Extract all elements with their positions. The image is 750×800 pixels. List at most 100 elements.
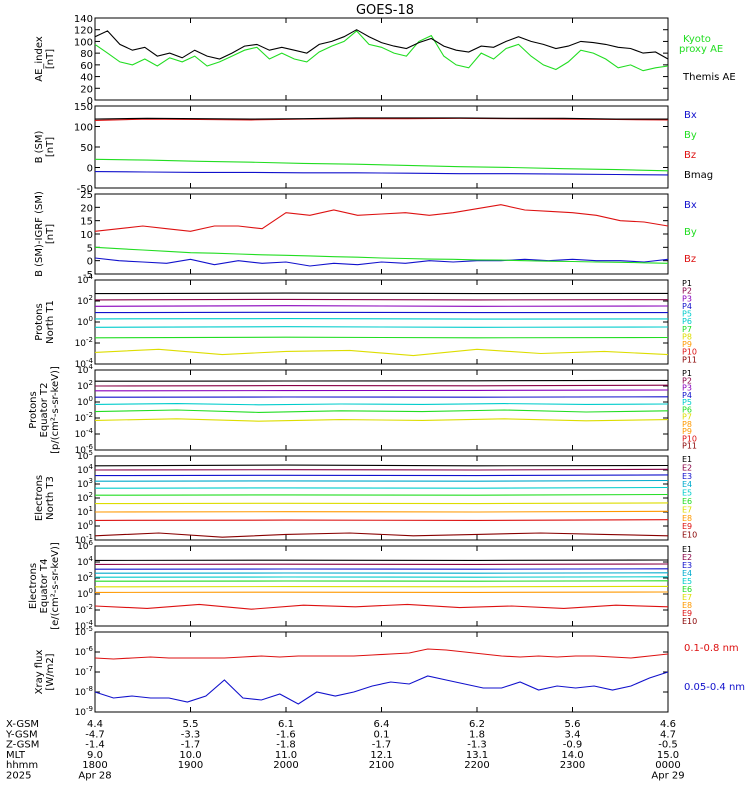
- y-tick-label: 10-4: [75, 427, 94, 440]
- y-axis-label: Electrons: [28, 563, 39, 609]
- y-axis-label: Xray flux: [34, 650, 45, 695]
- y-tick-label: 10-6: [75, 645, 94, 658]
- legend-entry: P11: [682, 355, 697, 364]
- legend-entry: P6: [682, 317, 692, 326]
- series-line-Bx: [94, 257, 669, 267]
- ephem-value: 0.1: [374, 729, 390, 740]
- y-tick-label: 10-2: [75, 603, 93, 616]
- ephem-value: 10.0: [179, 750, 201, 761]
- ephem-value: -0.5: [658, 740, 678, 751]
- ephem-value: 2000: [273, 760, 298, 771]
- series-line-P5: [94, 318, 669, 320]
- y-tick-label: 15: [80, 217, 93, 228]
- legend-entry: E9: [682, 609, 692, 618]
- legend-entry: E2: [682, 553, 692, 562]
- panel-e2: 10-4 10-2 100 102 104 106 Electrons Equator T4[…: [28, 539, 697, 632]
- y-tick-label: 10-6: [75, 443, 94, 456]
- y-tick-label: 150: [74, 102, 93, 113]
- series-line-Bx: [94, 171, 669, 176]
- series-line-Bz: [94, 117, 669, 121]
- series-line-Kyoto-proxy-AE: [94, 30, 669, 72]
- series-line-P5: [94, 403, 669, 406]
- series-line-P7: [94, 336, 669, 339]
- y-tick-label: 102: [77, 491, 93, 504]
- y-tick-label: 104: [77, 555, 93, 568]
- y-tick-label: 10-5: [75, 625, 93, 638]
- y-tick-label: 10-2: [75, 336, 93, 349]
- series-line-By: [94, 158, 669, 172]
- legend-entry: E3: [682, 472, 692, 481]
- y-tick-label: 140: [74, 14, 93, 25]
- panel-frame: [94, 545, 669, 627]
- legend-entry: E1: [682, 545, 692, 554]
- legend-entry: E10: [682, 531, 697, 540]
- series-line-E2: [94, 468, 669, 471]
- series-line-E6: [94, 493, 669, 496]
- y-tick-label: 10-8: [75, 685, 93, 698]
- legend-entry: E4: [682, 569, 692, 578]
- ephem-value: -1.4: [85, 740, 105, 751]
- series-line-Themis-AE: [94, 29, 669, 60]
- ephem-value: -4.7: [85, 729, 105, 740]
- y-axis-label: AE_index: [34, 36, 45, 82]
- ephem-value: 9.0: [87, 750, 103, 761]
- series-line-E3: [94, 474, 669, 477]
- ephem-row-label: Z-GSM: [6, 740, 39, 751]
- y-tick-label: 20: [80, 84, 93, 95]
- y-tick-label: 5: [87, 243, 93, 254]
- y-axis-label: [nT]: [45, 224, 56, 244]
- series-line-E4: [94, 479, 669, 482]
- y-tick-label: 0: [87, 257, 93, 268]
- legend-xray-long: 0.1-0.8 nm: [684, 643, 739, 654]
- legend-entry: P7: [682, 413, 692, 422]
- ephem-row-label: hhmm: [6, 760, 38, 771]
- y-tick-label: 102: [77, 294, 93, 307]
- y-tick-label: 104: [77, 273, 93, 286]
- ephem-value: -0.9: [563, 740, 583, 751]
- y-tick-label: 50: [80, 143, 93, 154]
- series-line-E9: [94, 519, 669, 521]
- y-tick-label: 80: [80, 49, 93, 60]
- y-axis-label: Protons: [28, 391, 39, 428]
- panel-p2: 10-6 10-4 10-2 100 102 104 Protons Equator T2 [p…: [28, 363, 697, 456]
- ephem-value: 6.2: [469, 719, 485, 730]
- legend-b-bx: Bx: [684, 110, 697, 121]
- y-tick-label: 101: [77, 505, 93, 518]
- legend-entry: P1: [682, 369, 692, 378]
- legend-entry: E3: [682, 561, 692, 570]
- legend-entry: P4: [682, 302, 692, 311]
- legend-entry: E5: [682, 489, 692, 498]
- y-tick-label: 60: [80, 61, 93, 72]
- y-tick-label: -50: [77, 184, 93, 195]
- ephem-row-label: Y-GSM: [5, 729, 38, 740]
- y-tick-label: 106: [77, 539, 93, 552]
- series-line-By: [94, 246, 669, 264]
- legend-entry: P9: [682, 427, 692, 436]
- panel-b: -50 0 50 100 150 B (SM) [nT]: [34, 102, 669, 195]
- legend-entry: E10: [682, 617, 697, 626]
- legend-entry: E9: [682, 522, 692, 531]
- y-tick-label: 102: [77, 379, 93, 392]
- y-axis-label: North T3: [45, 476, 56, 520]
- legend-db-bz: Bz: [684, 254, 696, 265]
- legend-entry: P2: [682, 376, 692, 385]
- panel-frame: [94, 17, 669, 101]
- y-tick-label: 10-9: [75, 705, 93, 718]
- y-tick-label: 0: [87, 96, 93, 107]
- ephem-value: 4.4: [87, 719, 103, 730]
- ephem-value: 2200: [464, 760, 489, 771]
- y-axis-label: Electrons: [34, 475, 45, 521]
- series-line-0-05-0-4-nm: [94, 671, 669, 705]
- ephem-value: 6.4: [374, 719, 390, 730]
- ephem-row-label: 2025: [6, 771, 31, 782]
- legend-entry: P7: [682, 325, 692, 334]
- series-line-P2: [94, 298, 669, 301]
- ephem-row-label: MLT: [6, 750, 26, 761]
- panel-frame: [94, 455, 669, 541]
- legend-entry: P1: [682, 279, 692, 288]
- ephem-value: -1.6: [276, 729, 296, 740]
- ephem-value: -1.7: [372, 740, 392, 751]
- series-line-E5: [94, 486, 669, 489]
- series-line-P3: [94, 389, 669, 392]
